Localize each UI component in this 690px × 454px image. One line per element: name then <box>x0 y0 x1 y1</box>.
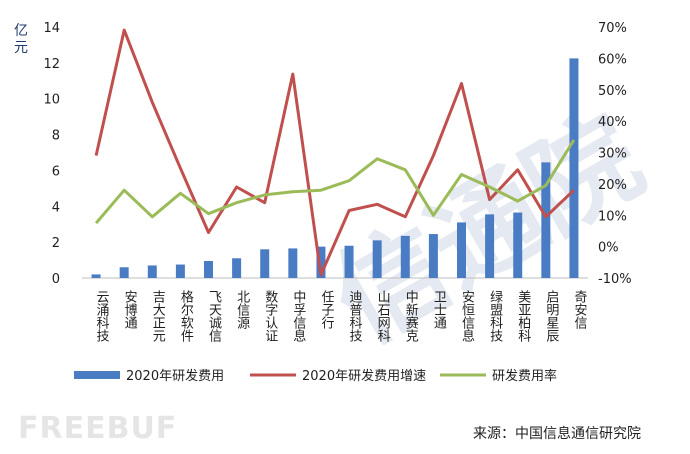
category-label: 任子行 <box>318 290 334 330</box>
category-label: 中孚信息 <box>290 290 306 342</box>
category-label: 山石网科 <box>375 290 391 342</box>
left-axis-unit-bottom: 元 <box>14 40 28 56</box>
right-tick-label: 70% <box>598 21 627 36</box>
category-label: 格尔软件 <box>178 289 194 342</box>
bar <box>541 162 551 278</box>
bar <box>513 212 523 278</box>
legend: 2020年研发费用 2020年研发费用增速 研发费用率 <box>74 368 557 384</box>
right-tick-label: 60% <box>598 52 627 67</box>
bar <box>372 240 382 278</box>
bar <box>204 260 213 278</box>
category-label: 绿盟科技 <box>487 290 503 342</box>
category-label: 安恒信息 <box>459 290 475 342</box>
category-label: 安博通 <box>122 290 138 329</box>
category-label: 启明星辰 <box>543 290 559 343</box>
legend-label: 2020年研发费用 <box>126 368 224 384</box>
bar <box>147 265 157 278</box>
bar <box>457 222 466 278</box>
left-tick-label: 8 <box>52 129 60 144</box>
right-tick-label: 20% <box>598 178 627 193</box>
right-tick-label: 40% <box>598 115 627 130</box>
growth-rate-line <box>94 28 575 277</box>
category-label: 卫士通 <box>431 290 447 329</box>
right-tick-label: 10% <box>598 209 627 224</box>
right-axis: -10% 0% 10% 20% 30% 40% 50% 60% 70% <box>598 21 632 287</box>
left-tick-label: 0 <box>52 272 60 287</box>
bar <box>569 58 579 278</box>
bar <box>260 249 270 278</box>
left-tick-label: 2 <box>52 236 60 251</box>
bar <box>485 214 495 278</box>
left-tick-label: 6 <box>52 164 60 179</box>
left-axis: 0 2 4 6 8 10 12 14 <box>43 21 60 287</box>
legend-label: 研发费用率 <box>492 368 557 384</box>
source-note: 来源：中国信息通信研究院 <box>473 425 641 442</box>
left-tick-label: 4 <box>52 200 60 215</box>
rd-ratio-line <box>94 139 576 225</box>
category-label: 奇安信 <box>571 289 587 329</box>
category-label: 美亚柏科 <box>515 290 531 342</box>
category-label: 中新赛克 <box>403 290 419 343</box>
bar <box>400 235 410 278</box>
bar <box>288 248 298 278</box>
bar <box>344 245 354 278</box>
category-label: 云涌科技 <box>94 290 110 342</box>
watermark-brand: FREEBUF <box>18 411 177 446</box>
bar <box>316 246 326 278</box>
bar <box>232 258 242 278</box>
category-labels: 云涌科技 安博通 吉大正元 格尔软件 飞天诚信 北信源 数字认证 中孚信息 任子行 迪普科技 山石网… <box>94 289 587 343</box>
left-tick-label: 14 <box>43 21 60 36</box>
left-tick-label: 10 <box>43 93 60 108</box>
bar <box>175 264 185 278</box>
category-label: 迪普科技 <box>347 290 363 342</box>
left-axis-unit-top: 亿 <box>14 23 28 39</box>
category-label: 飞天诚信 <box>206 290 222 342</box>
right-tick-label: 50% <box>598 84 627 99</box>
bar <box>428 234 438 278</box>
right-tick-label: 0% <box>598 241 619 256</box>
bar-series <box>91 58 579 278</box>
left-tick-label: 12 <box>43 57 60 72</box>
right-tick-label: -10% <box>598 272 632 287</box>
bar <box>91 274 101 278</box>
line-series <box>94 28 576 277</box>
category-label: 北信源 <box>234 290 250 329</box>
category-label: 吉大正元 <box>150 290 166 343</box>
legend-swatch <box>74 371 120 379</box>
bar <box>119 267 129 278</box>
legend-label: 2020年研发费用增速 <box>302 368 426 384</box>
right-tick-label: 30% <box>598 147 627 162</box>
category-label: 数字认证 <box>262 290 278 342</box>
